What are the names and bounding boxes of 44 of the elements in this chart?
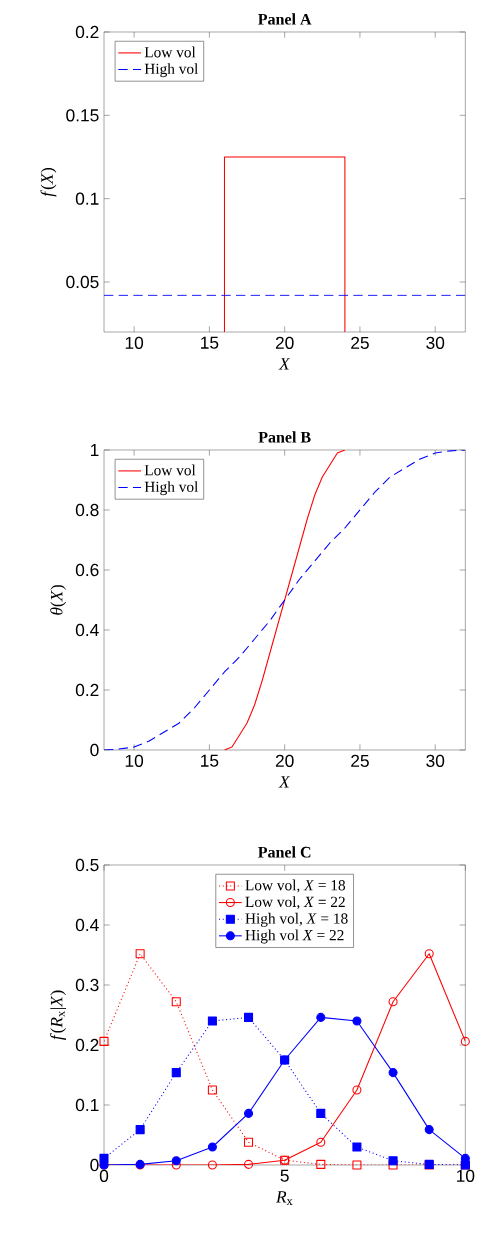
x-tick-label: 15 <box>201 754 219 767</box>
x-axis-title: X <box>278 776 291 788</box>
chart-title: Panel A <box>258 13 312 25</box>
y-tick-label: 0.6 <box>75 563 99 577</box>
x-tick-label: 20 <box>275 336 294 349</box>
x-tick-label: 10 <box>457 1169 475 1182</box>
legend-label: High vol <box>144 63 199 78</box>
x-axis-title: X <box>278 358 291 370</box>
x-tick-label: 25 <box>351 754 369 767</box>
legend-label: Low vol, X = 22 <box>245 896 345 910</box>
y-tick-label: 0.15 <box>66 109 99 122</box>
y-tick-label: 0.3 <box>75 978 99 992</box>
legend-label: High vol, X = 18 <box>245 912 348 927</box>
y-tick-label: 0.05 <box>66 275 99 289</box>
y-tick-label: 0.2 <box>75 1038 99 1052</box>
chart-title: Panel B <box>258 431 311 443</box>
x-tick-label: 25 <box>351 336 369 349</box>
legend-label: Low vol, X = 18 <box>245 879 346 893</box>
y-tick-label: 0.2 <box>75 683 99 697</box>
legend-label: High vol X = 22 <box>245 929 344 944</box>
y-tick-label: 0.2 <box>75 25 99 39</box>
x-tick-label: 20 <box>275 754 294 767</box>
x-tick-label: 5 <box>280 1169 289 1182</box>
legend-label: Low vol <box>144 46 196 58</box>
chart-title: Panel C <box>258 846 311 858</box>
y-tick-label: 0.8 <box>75 503 99 517</box>
x-tick-label: 0 <box>99 1169 109 1182</box>
y-tick-label: 0.5 <box>75 858 99 872</box>
x-axis-title: R$_{x}$ <box>275 1191 293 1205</box>
x-tick-label: 30 <box>426 336 445 349</box>
x-tick-label: 30 <box>426 754 445 767</box>
y-tick-label: 1 <box>90 444 99 456</box>
y-tick-label: 0.4 <box>75 918 99 932</box>
y-tick-label: 0 <box>90 1158 99 1172</box>
y-tick-label: 0 <box>90 743 99 757</box>
y-tick-label: 0.1 <box>75 1098 99 1112</box>
y-tick-label: 0.1 <box>75 192 99 205</box>
x-tick-label: 10 <box>125 336 144 349</box>
y-axis-title: f(R$_{x}$|X) <box>50 990 67 1040</box>
legend-label: High vol <box>144 481 199 496</box>
legend-label: Low vol <box>144 464 196 476</box>
x-tick-label: 15 <box>201 336 219 349</box>
y-tick-label: 0.4 <box>75 623 99 637</box>
x-tick-label: 10 <box>125 754 144 767</box>
